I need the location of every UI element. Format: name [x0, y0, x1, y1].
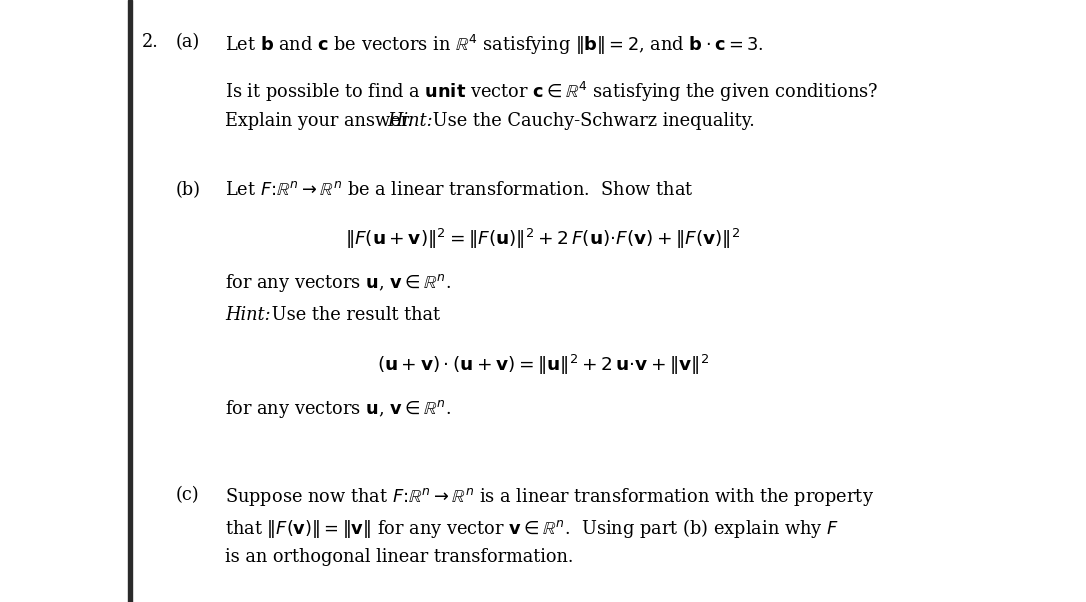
Text: Explain your answer.: Explain your answer.: [225, 112, 424, 130]
Text: Hint:: Hint:: [225, 306, 270, 324]
Text: Use the result that: Use the result that: [266, 306, 440, 324]
Bar: [128, 0, 131, 602]
Text: for any vectors $\mathbf{u}$, $\mathbf{v} \in \mathbb{R}^n$.: for any vectors $\mathbf{u}$, $\mathbf{v…: [225, 272, 451, 294]
Text: (a): (a): [176, 33, 200, 51]
Text: Is it possible to find a $\mathbf{unit}$ vector $\mathbf{c} \in \mathbb{R}^4$ sa: Is it possible to find a $\mathbf{unit}$…: [225, 80, 879, 104]
Text: for any vectors $\mathbf{u}$, $\mathbf{v} \in \mathbb{R}^n$.: for any vectors $\mathbf{u}$, $\mathbf{v…: [225, 398, 451, 420]
Text: 2.: 2.: [142, 33, 159, 51]
Text: $\|F(\mathbf{u}+\mathbf{v})\|^2 = \|F(\mathbf{u})\|^2 + 2\,F(\mathbf{u}){\cdot}F: $\|F(\mathbf{u}+\mathbf{v})\|^2 = \|F(\m…: [345, 227, 741, 251]
Text: (c): (c): [176, 486, 200, 504]
Text: Hint:: Hint:: [388, 112, 433, 130]
Text: Let $\mathbf{b}$ and $\mathbf{c}$ be vectors in $\mathbb{R}^4$ satisfying $\|\ma: Let $\mathbf{b}$ and $\mathbf{c}$ be vec…: [225, 33, 763, 57]
Text: $(\mathbf{u}+\mathbf{v}) \cdot (\mathbf{u}+\mathbf{v}) = \|\mathbf{u}\|^2 + 2\,\: $(\mathbf{u}+\mathbf{v}) \cdot (\mathbf{…: [377, 353, 709, 377]
Text: Let $F\colon \mathbb{R}^n \rightarrow \mathbb{R}^n$ be a linear transformation. : Let $F\colon \mathbb{R}^n \rightarrow \m…: [225, 181, 694, 199]
Text: is an orthogonal linear transformation.: is an orthogonal linear transformation.: [225, 548, 573, 566]
Text: that $\|F(\mathbf{v})\| = \|\mathbf{v}\|$ for any vector $\mathbf{v} \in \mathbb: that $\|F(\mathbf{v})\| = \|\mathbf{v}\|…: [225, 517, 838, 540]
Text: Use the Cauchy-Schwarz inequality.: Use the Cauchy-Schwarz inequality.: [427, 112, 755, 130]
Text: (b): (b): [176, 181, 201, 199]
Text: Suppose now that $F\colon \mathbb{R}^n \rightarrow \mathbb{R}^n$ is a linear tra: Suppose now that $F\colon \mathbb{R}^n \…: [225, 486, 874, 508]
